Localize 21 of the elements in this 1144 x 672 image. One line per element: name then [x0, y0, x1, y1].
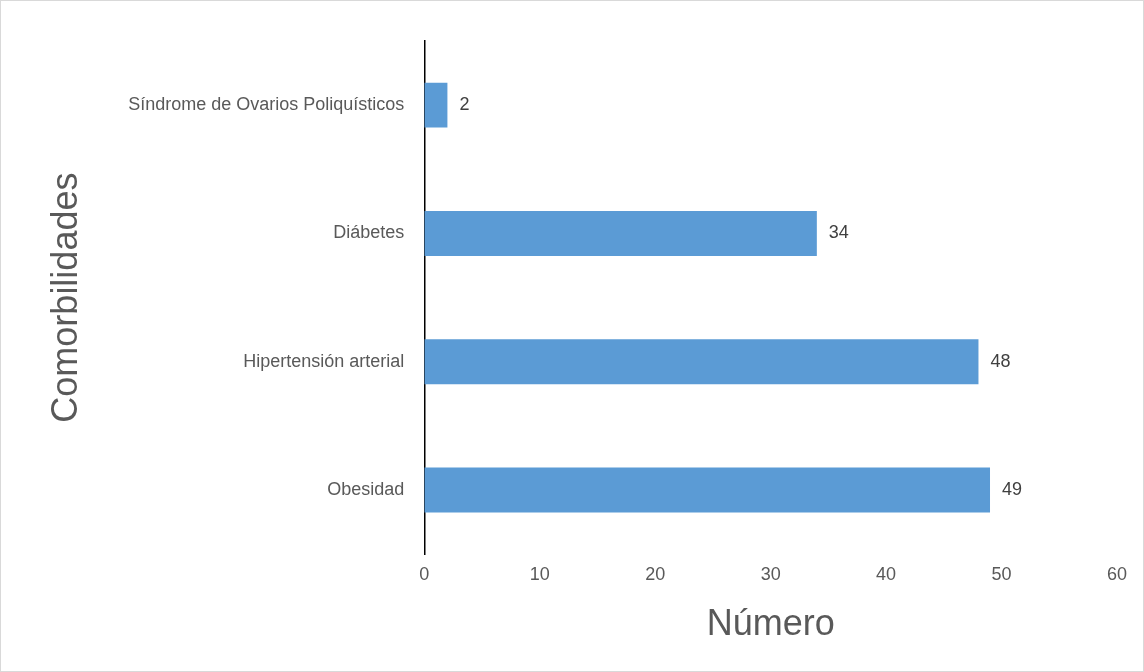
y-axis-title: Comorbilidades — [43, 172, 85, 423]
bar — [424, 82, 448, 128]
bar — [424, 339, 979, 385]
data-label: 34 — [828, 222, 849, 243]
x-tick-label: 40 — [876, 563, 897, 584]
y-tick-label: Síndrome de Ovarios Poliquísticos — [128, 94, 405, 115]
y-tick-label: Hipertensión arterial — [243, 350, 405, 371]
x-tick-label: 20 — [645, 563, 666, 584]
x-tick-label: 10 — [529, 563, 550, 584]
y-tick-label: Diábetes — [333, 222, 405, 243]
x-tick-label: 0 — [419, 563, 430, 584]
bar — [424, 211, 817, 256]
bar — [424, 467, 991, 513]
data-label: 48 — [990, 350, 1011, 371]
x-tick-label: 50 — [991, 563, 1012, 584]
data-label: 49 — [1002, 479, 1023, 500]
x-axis-title: Número — [706, 602, 835, 644]
x-tick-label: 30 — [760, 563, 781, 584]
x-tick-label: 60 — [1106, 563, 1128, 584]
data-label: 2 — [459, 94, 470, 115]
y-tick-label: Obesidad — [327, 479, 405, 500]
